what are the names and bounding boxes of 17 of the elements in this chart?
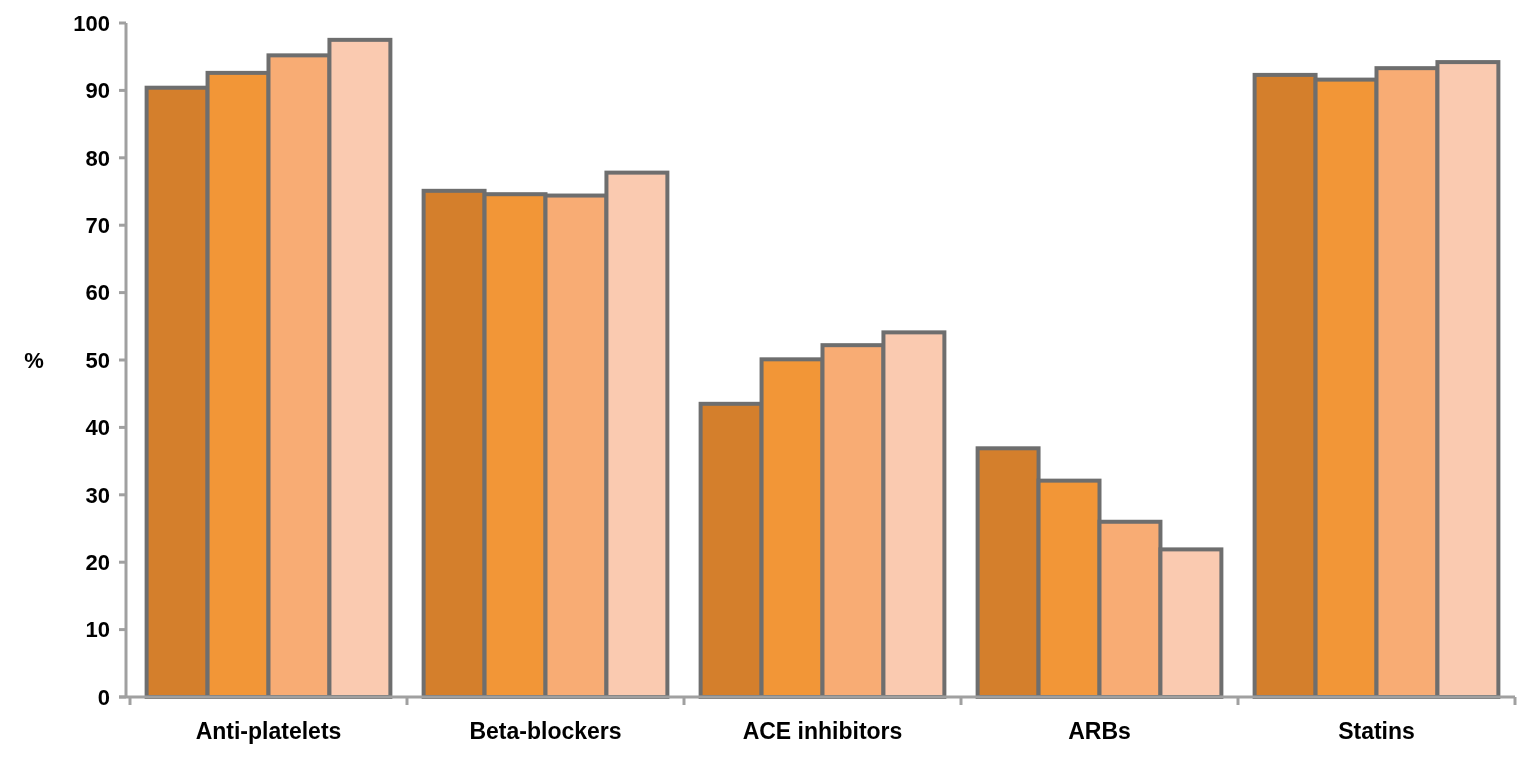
y-tick-label: 30 (85, 482, 110, 508)
x-tick-label: Statins (1338, 718, 1415, 744)
y-tick-label: 70 (85, 212, 110, 238)
y-tick-label: 0 (97, 684, 110, 710)
x-tick-label: Anti-platelets (195, 718, 342, 744)
x-tick-label: ACE inhibitors (742, 718, 903, 744)
x-tick-label: Beta-blockers (469, 718, 622, 744)
y-tick-label: 60 (85, 280, 110, 306)
y-tick-label: 10 (85, 617, 110, 643)
y-tick-label: 20 (85, 549, 110, 575)
y-axis-title: % (24, 347, 44, 373)
y-tick-label: 90 (85, 78, 110, 104)
y-tick-label: 40 (85, 415, 110, 441)
y-tick-label: 50 (85, 347, 110, 373)
x-tick-label: ARBs (1068, 718, 1131, 744)
y-tick-label: 80 (85, 145, 110, 171)
y-tick-label: 100 (73, 10, 110, 36)
